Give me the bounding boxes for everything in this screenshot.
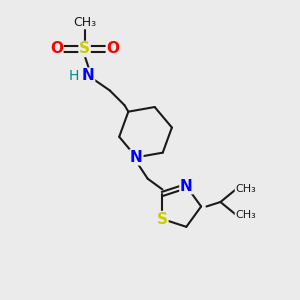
Text: N: N <box>130 150 143 165</box>
Text: H: H <box>68 69 79 83</box>
Text: O: O <box>50 41 63 56</box>
Text: CH₃: CH₃ <box>73 16 96 29</box>
Text: S: S <box>157 212 168 226</box>
Text: CH₃: CH₃ <box>235 184 256 194</box>
Text: N: N <box>82 68 94 83</box>
Text: O: O <box>106 41 119 56</box>
Text: N: N <box>180 178 193 194</box>
Text: S: S <box>79 41 90 56</box>
Text: CH₃: CH₃ <box>235 210 256 220</box>
